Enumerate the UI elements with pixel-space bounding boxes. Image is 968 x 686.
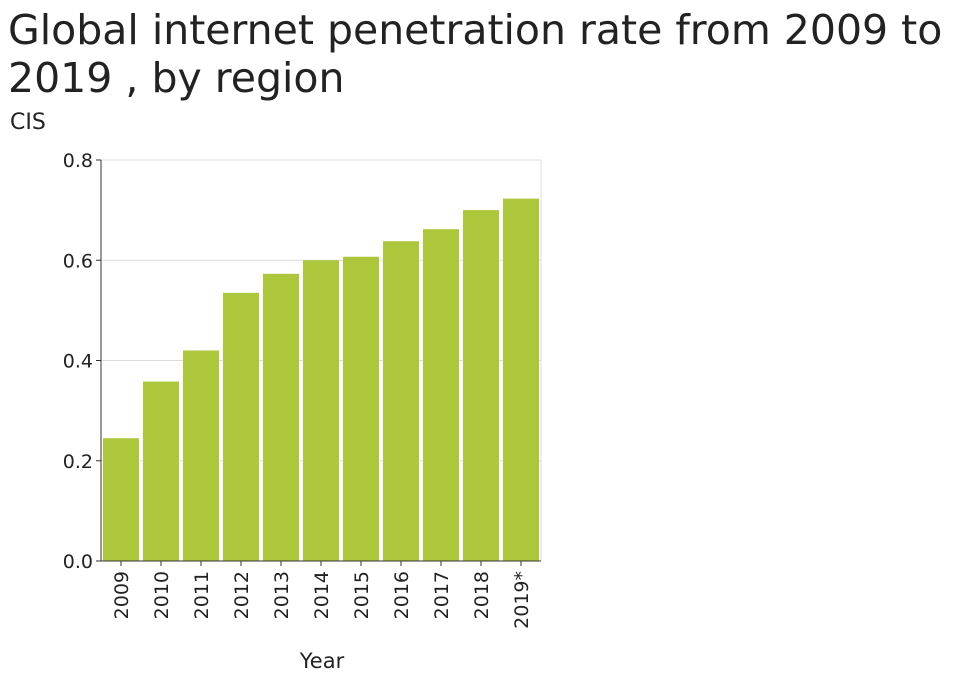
bar-2018	[463, 210, 499, 561]
y-tick-label: 0.4	[63, 351, 93, 373]
x-tick-label: 2010	[151, 571, 173, 619]
x-tick-label: 2018	[471, 571, 493, 619]
y-axis-label: CIS	[10, 110, 46, 135]
x-tick-label: 2009	[111, 571, 133, 619]
x-tick-label: 2013	[271, 571, 293, 619]
y-tick-labels: 0.0 0.2 0.4 0.6 0.8	[63, 150, 101, 573]
x-tick-label: 2011	[191, 571, 213, 619]
bars	[103, 198, 539, 562]
bar-2016	[383, 241, 419, 561]
bar-2010	[143, 381, 179, 561]
bar-2013	[263, 273, 299, 561]
x-tick-label: 2012	[231, 571, 253, 619]
bar-2014	[303, 260, 339, 561]
x-axis-title: Year	[299, 649, 345, 673]
chart-title: Global internet penetration rate from 20…	[8, 6, 943, 102]
x-tick-label: 2016	[391, 571, 413, 619]
y-tick-label: 0.8	[63, 150, 93, 172]
bar-2011	[183, 350, 219, 561]
x-tick-label: 2019*	[511, 571, 533, 629]
bar-2009	[103, 438, 139, 561]
bar-2019	[503, 198, 539, 561]
y-tick-label: 0.6	[63, 250, 93, 272]
x-tick-labels: 2009 2010 2011 2012 2013 2014 2015 2016 2017 2018…	[111, 561, 533, 629]
y-tick-label: 0.2	[63, 451, 93, 473]
bar-2015	[343, 256, 379, 561]
x-tick-label: 2014	[311, 571, 333, 619]
bar-2017	[423, 229, 459, 562]
x-tick-label: 2017	[431, 571, 453, 619]
bar-2012	[223, 292, 259, 561]
x-tick-label: 2015	[351, 571, 373, 619]
y-tick-label: 0.0	[63, 551, 93, 573]
